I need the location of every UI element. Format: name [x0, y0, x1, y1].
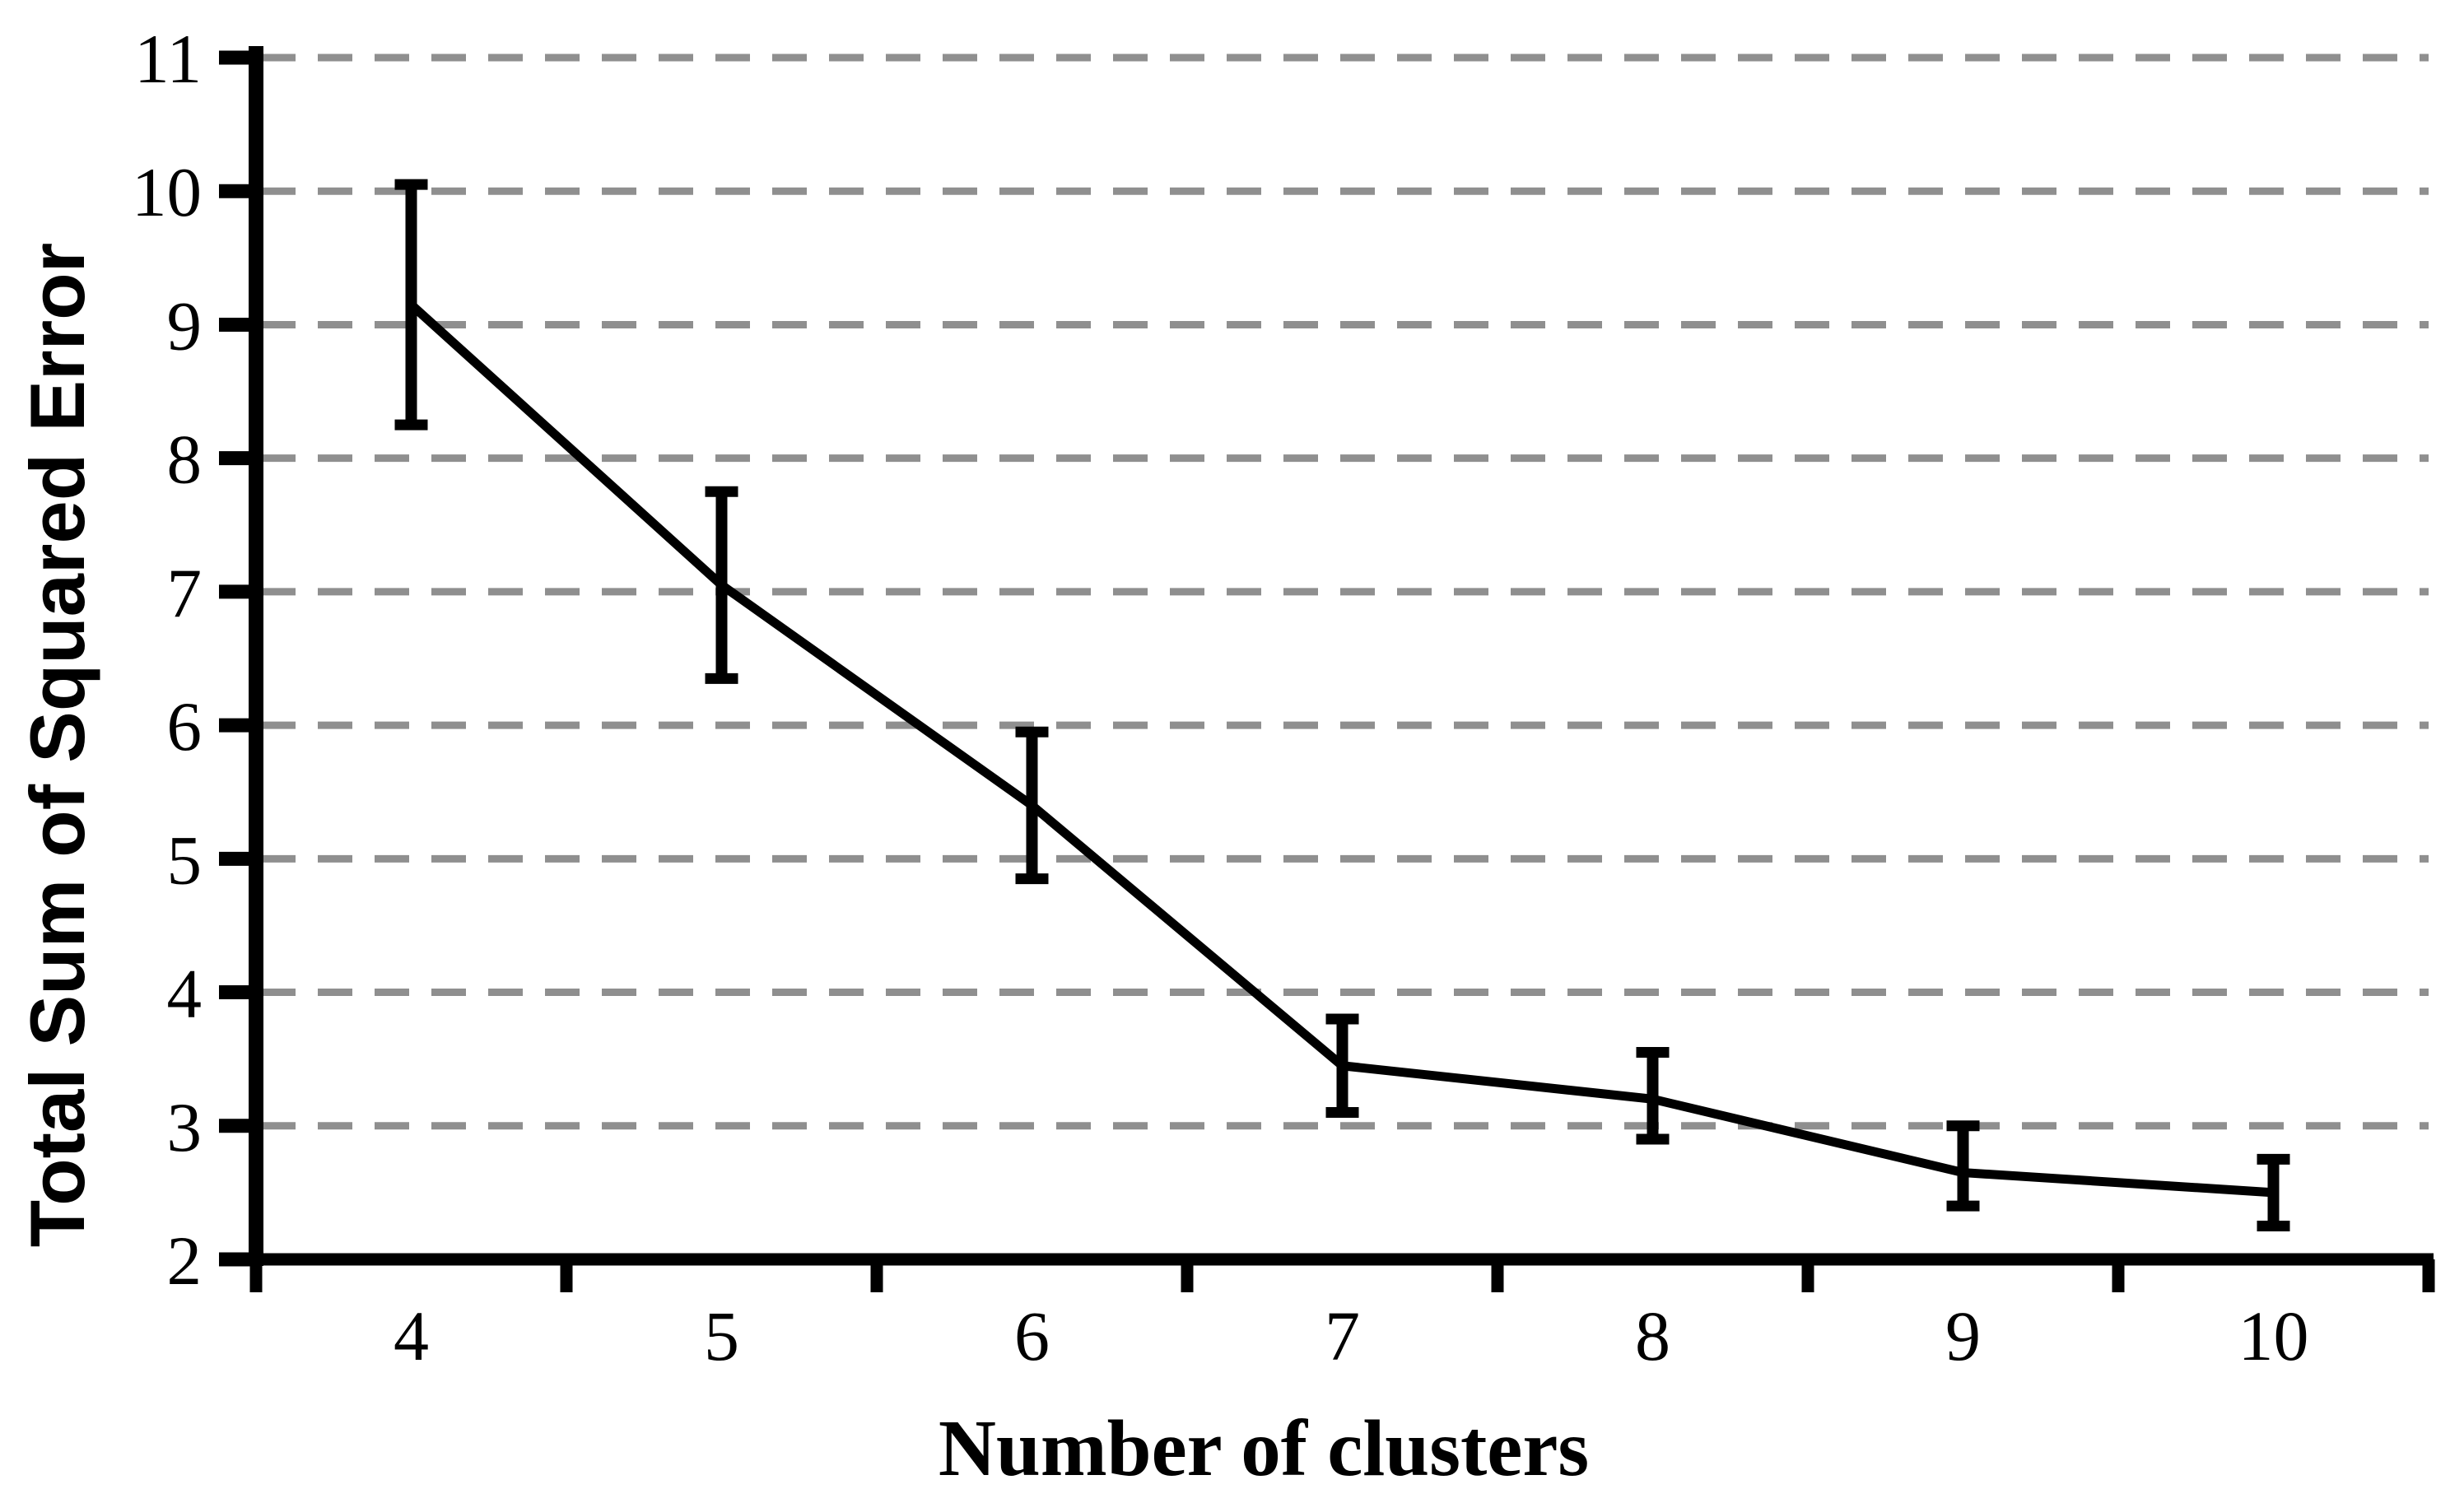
- y-tick-label-8: 8: [167, 421, 203, 499]
- y-axis-title: Total Sum of Squared Error: [14, 243, 100, 1247]
- x-tick-label-9: 9: [1945, 1296, 1981, 1375]
- sse-series-line: [408, 301, 2274, 1198]
- y-tick-label-4: 4: [167, 956, 203, 1033]
- y-tick-label-11: 11: [134, 21, 202, 98]
- y-tick-label-2: 2: [167, 1222, 203, 1300]
- x-tick-label-10: 10: [2238, 1296, 2309, 1375]
- y-tick-label-3: 3: [167, 1089, 203, 1166]
- x-axis-title: Number of clusters: [939, 1404, 1589, 1492]
- x-tick-label-8: 8: [1635, 1296, 1670, 1375]
- axes-layer: [219, 46, 2435, 1292]
- y-tick-label-6: 6: [167, 688, 203, 765]
- x-tick-label-4: 4: [394, 1296, 429, 1375]
- gridlines-layer: [261, 54, 2429, 1130]
- x-tick-label-6: 6: [1014, 1296, 1050, 1375]
- x-tick-label-7: 7: [1325, 1296, 1360, 1375]
- y-tick-label-7: 7: [167, 555, 203, 632]
- x-tick-label-5: 5: [704, 1296, 739, 1375]
- y-tick-label-9: 9: [167, 287, 203, 365]
- y-tick-label-5: 5: [167, 821, 203, 899]
- data-series-layer: [394, 179, 2290, 1231]
- y-tick-label-10: 10: [132, 154, 202, 231]
- tick-labels-layer: 2 3 4 5 6 7 8 9 10 11 4 5 6 7 8 9 10: [132, 21, 2309, 1375]
